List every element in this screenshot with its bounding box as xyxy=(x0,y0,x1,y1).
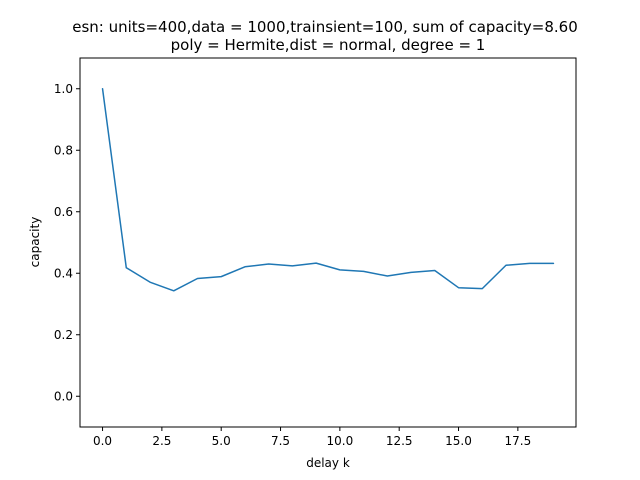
x-tick-label: 12.5 xyxy=(386,434,413,448)
x-tick-label: 7.5 xyxy=(271,434,290,448)
plot-frame xyxy=(79,57,577,428)
x-tick-label: 17.5 xyxy=(504,434,531,448)
capacity-line xyxy=(101,88,555,292)
y-tick-label: 0.2 xyxy=(54,328,73,342)
x-tick-label: 15.0 xyxy=(445,434,472,448)
y-axis-ticks: 0.0 0.2 0.4 0.6 0.8 1.0 xyxy=(54,82,80,403)
y-tick-label: 0.8 xyxy=(54,143,73,157)
x-tick-label: 5.0 xyxy=(212,434,231,448)
y-tick-label: 1.0 xyxy=(54,82,73,96)
x-tick-label: 2.5 xyxy=(152,434,171,448)
y-tick-label: 0.6 xyxy=(54,205,73,219)
x-tick-label: 0.0 xyxy=(93,434,112,448)
y-axis-label: capacity xyxy=(28,217,42,268)
x-axis-ticks: 0.0 2.5 5.0 7.5 10.0 12.5 15.0 17.5 xyxy=(93,427,531,448)
x-axis-label: delay k xyxy=(306,456,350,470)
plot-series xyxy=(101,88,555,292)
y-tick-label: 0.4 xyxy=(54,266,73,280)
x-tick-label: 10.0 xyxy=(327,434,354,448)
chart-title: esn: units=400,data = 1000,trainsient=10… xyxy=(72,18,578,36)
chart-subtitle: poly = Hermite,dist = normal, degree = 1 xyxy=(171,36,486,54)
y-tick-label: 0.0 xyxy=(54,389,73,403)
